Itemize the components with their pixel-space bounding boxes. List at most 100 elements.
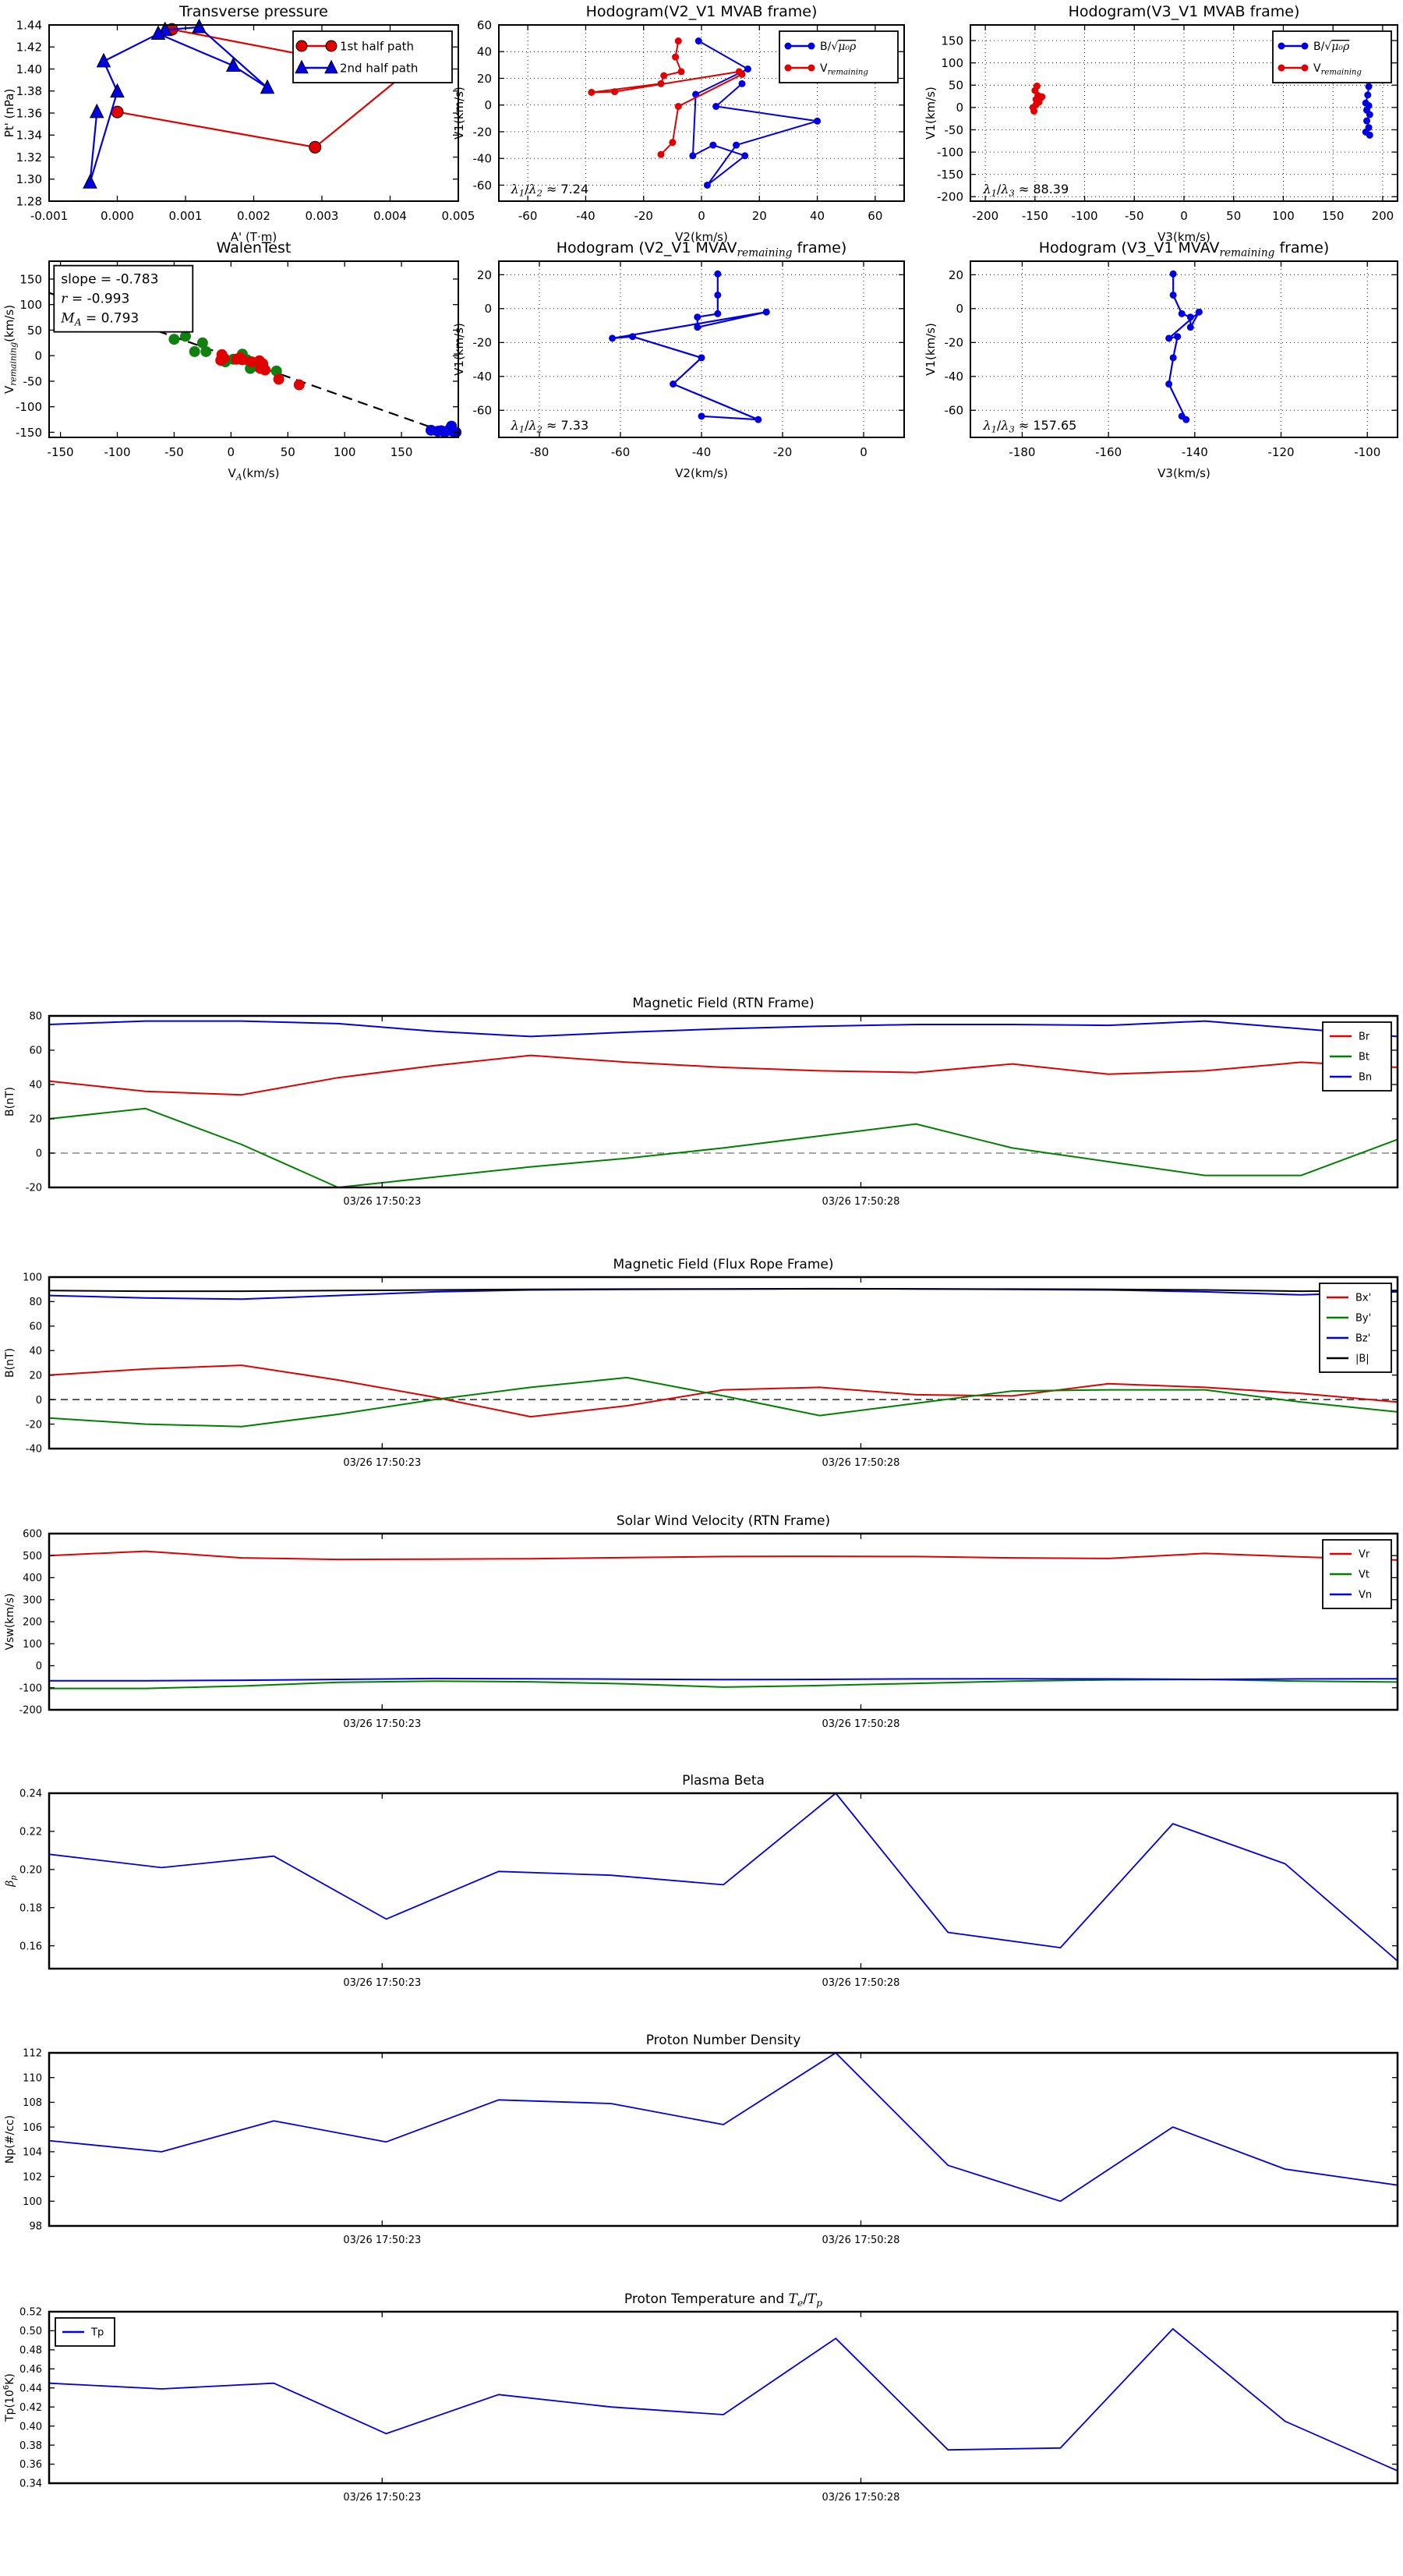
- chart-hodogram-v3v1-mvav: -180 -160 -140 -120 -100 -60 -40 -20 0 20 Hodogram…: [924, 239, 1398, 480]
- magnetic-field-flux-rope-ytick: 100: [23, 1272, 42, 1284]
- transverse-pressure-ytick: 1.38: [16, 84, 42, 98]
- magnetic-field-flux-rope-xtick: 03/26 17:50:23: [343, 1457, 421, 1469]
- hodogram-v2v1-mvav-xtick: -40: [692, 445, 712, 459]
- proton-temperature-ytick: 0.48: [19, 2345, 42, 2357]
- transverse-pressure-xtick: -0.001: [30, 209, 68, 223]
- hodogram-v3v1-mvab-xtick: -200: [972, 209, 998, 223]
- plasma-beta-ytick: 0.22: [19, 1827, 42, 1838]
- hodogram-v3v1-mvab-legend: B/√μ₀ρ Vremaining: [1272, 30, 1392, 83]
- hodogram-v2v1-mvab-ytick: -40: [473, 152, 493, 166]
- walen-test-ytick: -50: [23, 374, 43, 388]
- solar-wind-velocity-legend-label: Vr: [1359, 1549, 1370, 1561]
- walen-test-ytick: 0: [34, 349, 42, 363]
- magnetic-field-flux-rope-series-By-prime: [48, 1376, 1398, 1428]
- hodogram-v2v1-mvab-ytick: 20: [477, 72, 492, 86]
- magnetic-field-rtn-ytick: 20: [29, 1114, 42, 1126]
- chart-magnetic-field-rtn: 03/26 17:50:23 03/26 17:50:28 -20 0 20 40 60 80…: [4, 996, 1399, 1208]
- magnetic-field-rtn-series-Br: [48, 1054, 1398, 1096]
- hodogram-v3v1-mvab-xtick: -100: [1072, 209, 1098, 223]
- magnetic-field-flux-rope-legend-label: By': [1355, 1313, 1371, 1325]
- solar-wind-velocity-ytick: 500: [23, 1551, 42, 1562]
- hodogram-v2v1-mvab-annotation: λ1/λ2 ≈ 7.24: [511, 182, 589, 199]
- magnetic-field-flux-rope-ytick: 0: [36, 1395, 42, 1407]
- hodogram-v3v1-mvav-axes: -180 -160 -140 -120 -100 -60 -40 -20 0 20: [945, 261, 1398, 459]
- magnetic-field-flux-rope-ylabel: B(nT): [4, 1348, 16, 1378]
- hodogram-v3v1-mvav-xtick: -120: [1268, 445, 1295, 459]
- proton-number-density-ytick: 112: [23, 2048, 42, 2060]
- walen-test-xtick: 0: [228, 445, 235, 459]
- hodogram-v2v1-mvab-xtick: 20: [752, 209, 767, 223]
- transverse-pressure-ytick: 1.28: [16, 194, 42, 208]
- plasma-beta-ylabel: βp: [4, 1875, 18, 1888]
- magnetic-field-flux-rope-ytick: 80: [29, 1297, 42, 1308]
- transverse-pressure-xtick: 0.004: [373, 209, 407, 223]
- walen-test-stats-line: MA = 0.793: [60, 311, 139, 328]
- transverse-pressure-xtick: 0.003: [306, 209, 339, 223]
- magnetic-field-flux-rope-legend-label: |B|: [1355, 1353, 1369, 1365]
- plasma-beta-xtick: 03/26 17:50:28: [822, 1977, 899, 1989]
- transverse-pressure-ytick: 1.44: [16, 18, 42, 32]
- magnetic-field-rtn-series-Bt: [48, 1107, 1398, 1188]
- hodogram-v2v1-mvav-xtick: -80: [530, 445, 550, 459]
- hodogram-v2v1-mvab-legend-label: B/√μ₀ρ: [820, 41, 857, 53]
- hodogram-v3v1-mvab-ytick: -200: [937, 190, 963, 204]
- proton-number-density-ytick: 110: [23, 2072, 42, 2084]
- walen-test-ylabel: Vremaining(km/s): [2, 305, 19, 394]
- walen-test-ytick: -100: [16, 400, 42, 414]
- hodogram-v3v1-mvab-ytick: 100: [941, 56, 963, 70]
- magnetic-field-rtn-ytick: 40: [29, 1080, 42, 1092]
- hodogram-v3v1-mvab-ytick: 0: [956, 101, 963, 115]
- hodogram-v2v1-mvav-ytick: 20: [477, 268, 492, 282]
- magnetic-field-rtn-ytick: 80: [29, 1011, 42, 1023]
- walen-test-axes: -150 -100 -50 0 50 100 150 -150 -100 -50 0 50 100 150: [16, 261, 458, 459]
- solar-wind-velocity-ytick: 100: [23, 1639, 42, 1651]
- proton-number-density-xtick: 03/26 17:50:28: [822, 2235, 899, 2246]
- solar-wind-velocity-ylabel: Vsw(km/s): [4, 1593, 16, 1650]
- hodogram-v3v1-mvab-legend-label: Vremaining: [1313, 62, 1362, 76]
- transverse-pressure-ytick: 1.30: [16, 172, 42, 186]
- transverse-pressure-legend: 1st half path 2nd half path: [292, 30, 453, 83]
- proton-temperature-ytick: 0.44: [19, 2383, 42, 2394]
- magnetic-field-rtn-border: [48, 1014, 1399, 1189]
- hodogram-v2v1-mvab-ylabel: V1(km/s): [452, 87, 466, 140]
- magnetic-field-flux-rope-series-B-magnitude: [48, 1287, 1398, 1293]
- magnetic-field-flux-rope-axes: 03/26 17:50:23 03/26 17:50:28 -40 -20 0 20 40 6…: [23, 1272, 1398, 1469]
- proton-temperature-title: Proton Temperature and Te/Tp: [624, 2291, 822, 2309]
- proton-temperature-xtick: 03/26 17:50:23: [343, 2492, 421, 2503]
- transverse-pressure-legend-label: 1st half path: [340, 39, 414, 53]
- walen-test-border: [48, 260, 459, 438]
- solar-wind-velocity-ytick: -100: [19, 1683, 42, 1694]
- transverse-pressure-xlabel: A' (T·m): [231, 230, 277, 244]
- hodogram-v2v1-mvav-xtick: -60: [611, 445, 631, 459]
- plasma-beta-ytick: 0.20: [19, 1865, 42, 1877]
- magnetic-field-rtn-legend-label: Bn: [1359, 1072, 1372, 1084]
- magnetic-field-rtn-title: Magnetic Field (RTN Frame): [632, 996, 814, 1011]
- hodogram-v3v1-mvab-xlabel: V3(km/s): [1157, 230, 1210, 244]
- hodogram-v3v1-mvav-xtick: -160: [1095, 445, 1122, 459]
- hodogram-v2v1-mvav-series-hodogram-path: [609, 270, 770, 423]
- hodogram-v2v1-mvab-xtick: -20: [634, 209, 653, 223]
- hodogram-v2v1-mvav-xtick: 0: [860, 445, 868, 459]
- magnetic-field-flux-rope-legend: Bx' By' Bz' |B|: [1319, 1283, 1392, 1373]
- hodogram-v3v1-mvab-xtick: 200: [1372, 209, 1394, 223]
- proton-temperature-ylabel: Tp(106K): [2, 2373, 16, 2422]
- proton-temperature-ytick: 0.42: [19, 2402, 42, 2414]
- solar-wind-velocity-xtick: 03/26 17:50:23: [343, 1718, 421, 1730]
- hodogram-v2v1-mvab-ytick: 40: [477, 45, 492, 59]
- hodogram-v3v1-mvab-xtick: 100: [1272, 209, 1295, 223]
- proton-temperature-xtick: 03/26 17:50:28: [822, 2492, 899, 2503]
- proton-number-density-ytick: 102: [23, 2171, 42, 2183]
- solar-wind-velocity-legend-label: Vn: [1359, 1590, 1372, 1601]
- magnetic-field-rtn-ytick: -20: [26, 1183, 42, 1194]
- hodogram-v3v1-mvav-series-hodogram-path: [1165, 270, 1203, 423]
- walen-test-ytick: 50: [27, 324, 42, 338]
- plasma-beta-axes: 03/26 17:50:23 03/26 17:50:28 0.16 0.18 0.20…: [19, 1789, 1398, 1989]
- magnetic-field-flux-rope-ytick: 20: [29, 1370, 42, 1382]
- walen-test-stats-line: slope = -0.783: [61, 272, 158, 288]
- solar-wind-velocity-legend: Vr Vt Vn: [1322, 1539, 1392, 1609]
- transverse-pressure-ytick: 1.32: [16, 150, 42, 165]
- plasma-beta-ytick: 0.18: [19, 1902, 42, 1914]
- magnetic-field-flux-rope-series-Bx-prime: [48, 1364, 1398, 1418]
